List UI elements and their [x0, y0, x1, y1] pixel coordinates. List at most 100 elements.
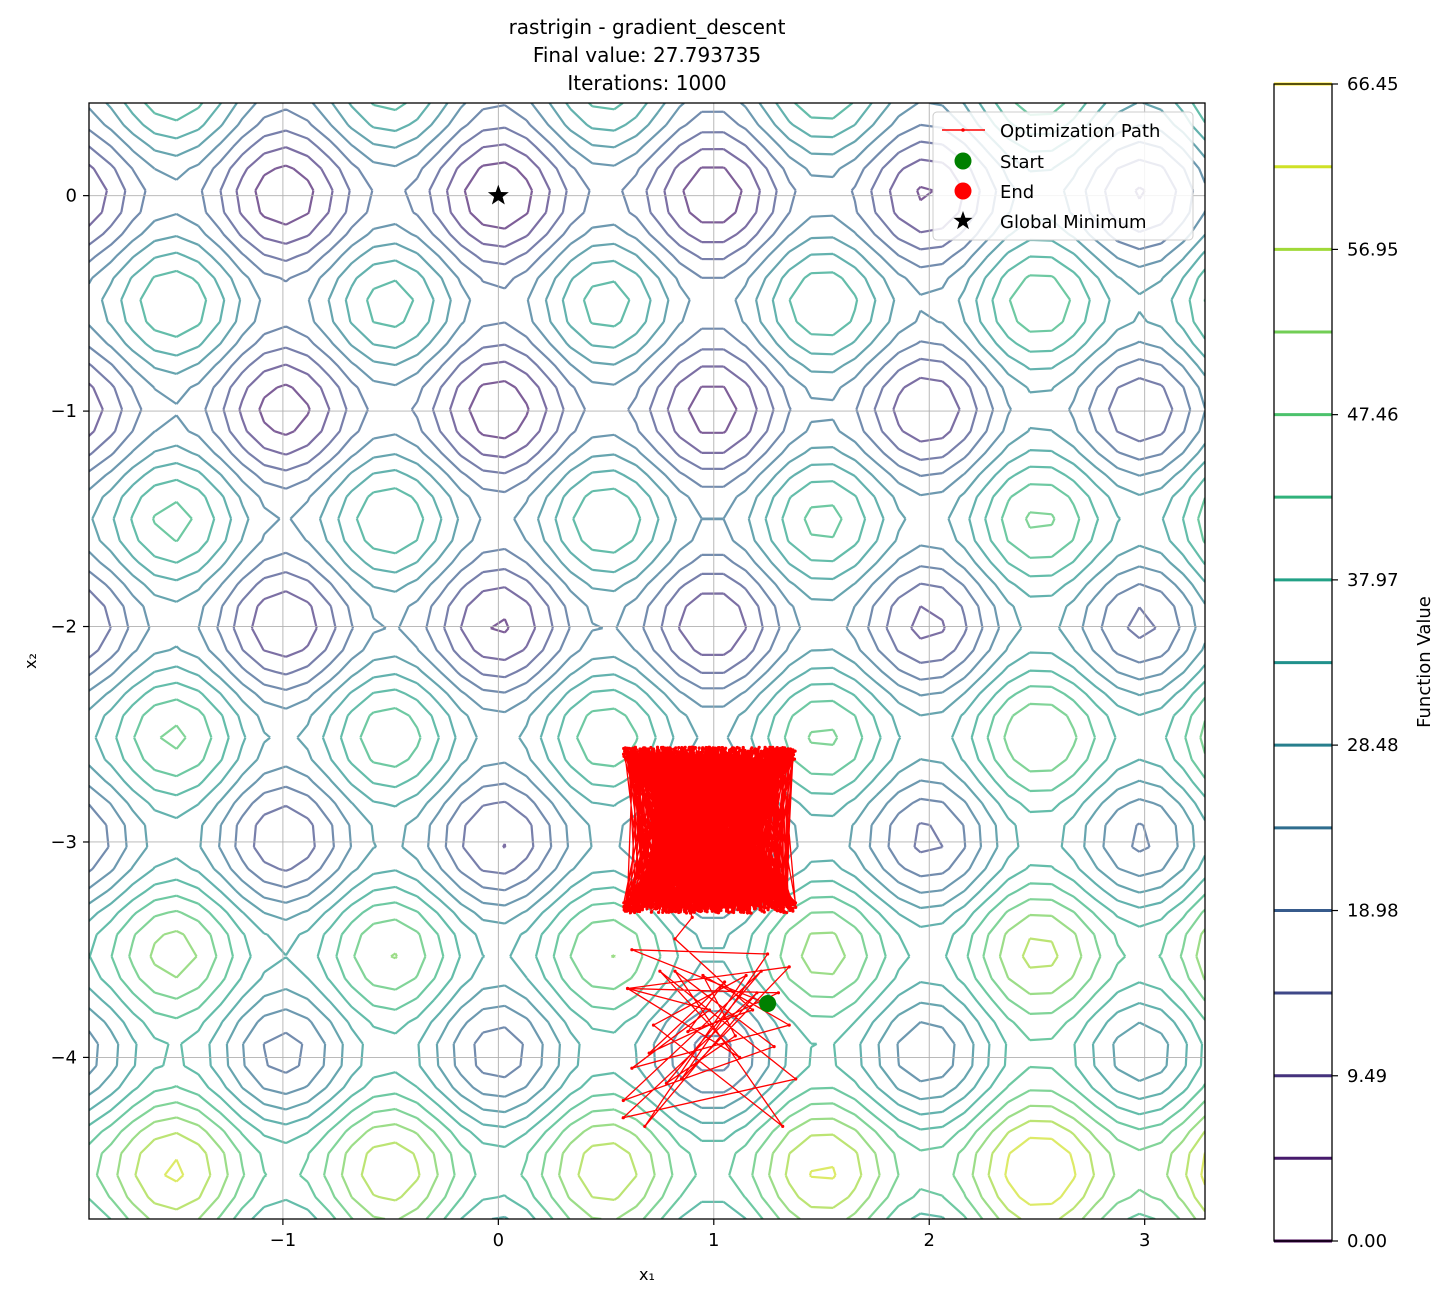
path-point [622, 752, 626, 756]
path-point [763, 902, 767, 906]
path-point [750, 902, 754, 907]
path-point [667, 910, 671, 914]
path-point [688, 900, 692, 904]
path-point [725, 899, 729, 903]
path-point [785, 751, 789, 755]
path-point [695, 750, 699, 754]
path-point [775, 901, 779, 906]
path-point [705, 747, 709, 752]
path-point [683, 904, 687, 908]
path-point [717, 905, 721, 910]
contour-level-2 [89, 126, 1178, 875]
path-point [766, 755, 770, 760]
path-point [709, 747, 713, 751]
path-point [746, 752, 751, 756]
legend-label-path: Optimization Path [1000, 121, 1160, 142]
path-point [738, 1055, 742, 1059]
path-point [663, 746, 667, 750]
colorbar-tick-label: 37.97 [1347, 570, 1399, 591]
path-point [647, 751, 651, 756]
contour-level-11 [134, 937, 1205, 1219]
path-point [692, 757, 696, 761]
path-point [658, 901, 662, 905]
path-point [695, 754, 699, 759]
path-point [695, 903, 699, 907]
path-point [639, 907, 643, 911]
path-point [787, 965, 791, 969]
colorbar-tick-label: 56.95 [1347, 239, 1399, 260]
path-point [697, 746, 701, 750]
path-point [629, 908, 633, 912]
path-point [646, 903, 651, 907]
contour-level-0 [254, 161, 934, 634]
path-point [758, 908, 762, 912]
path-point [705, 901, 709, 905]
path-point [643, 753, 647, 757]
path-point [692, 903, 696, 907]
path-point [747, 903, 751, 907]
global-minimum-star [487, 184, 509, 205]
path-point [632, 748, 636, 752]
path-point [664, 751, 669, 755]
path-point [647, 747, 651, 751]
path-point [721, 902, 725, 906]
path-point [749, 911, 753, 915]
path-point [794, 905, 798, 910]
title-line-2: Final value: 27.793735 [533, 43, 761, 67]
path-point [678, 900, 682, 904]
legend-label-end: End [1000, 182, 1034, 203]
path-point [643, 1124, 647, 1128]
path-point [626, 986, 630, 991]
path-point [668, 746, 672, 750]
path-point [690, 915, 694, 920]
path-point [724, 746, 728, 750]
path-point [671, 909, 675, 913]
path-point [623, 909, 627, 913]
path-point [714, 906, 718, 910]
path-point [743, 751, 747, 756]
legend: Optimization Path Start End Global Minim… [932, 111, 1194, 241]
path-point [780, 909, 784, 913]
colorbar-frame [1273, 83, 1333, 1242]
path-point [768, 900, 772, 904]
path-point [657, 905, 662, 910]
path-point [773, 757, 777, 762]
path-point [724, 753, 728, 757]
path-point [683, 909, 687, 913]
path-point [716, 746, 720, 750]
path-point [681, 901, 685, 905]
path-point [748, 906, 752, 910]
path-point [784, 902, 788, 906]
path-point [788, 903, 792, 907]
path-point [625, 899, 630, 903]
path-point [773, 755, 777, 759]
path-point [657, 749, 661, 753]
path-point [696, 907, 700, 911]
path-point [781, 905, 786, 910]
path-point [776, 908, 781, 913]
path-point [777, 750, 782, 754]
x-axis-label: x₁ [639, 1265, 655, 1284]
path-point [724, 756, 728, 760]
path-point [622, 904, 626, 909]
path-point [715, 756, 719, 760]
path-point [793, 901, 798, 905]
path-point [739, 758, 743, 762]
path-point [754, 754, 758, 758]
y-tick-label: −4 [50, 1047, 77, 1068]
path-point [699, 753, 703, 757]
path-point [651, 753, 656, 757]
x-tick-label: 2 [924, 1230, 935, 1251]
path-point [635, 904, 639, 909]
path-point [746, 754, 751, 758]
path-point [750, 749, 754, 753]
path-point [709, 755, 713, 759]
path-point [794, 1077, 798, 1081]
path-point [743, 748, 747, 753]
start-marker [759, 995, 777, 1013]
path-point [719, 748, 723, 753]
path-point [648, 756, 652, 761]
contour-level-12 [163, 1136, 1205, 1206]
path-point [776, 991, 781, 995]
